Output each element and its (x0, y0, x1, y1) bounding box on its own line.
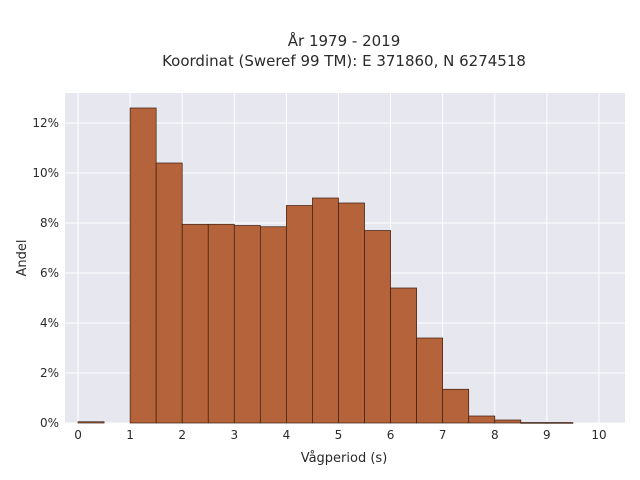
bar-0 (77, 421, 105, 424)
y-tick-label-5: 10% (32, 166, 59, 180)
bar-13 (416, 337, 444, 424)
y-tick-label-1: 2% (40, 366, 59, 380)
bar-8 (286, 205, 313, 424)
x-tick-label-8: 8 (491, 428, 499, 442)
bar-12 (390, 287, 417, 424)
x-tick-label-5: 5 (335, 428, 343, 442)
x-tick-label-4: 4 (283, 428, 291, 442)
x-tick-label-9: 9 (543, 428, 551, 442)
bar-3 (155, 162, 183, 424)
bar-7 (259, 226, 287, 424)
y-tick-labels: 0% 2% 4% 6% 8% 10% 12% (32, 116, 59, 430)
x-tick-label-10: 10 (591, 428, 606, 442)
x-tick-label-6: 6 (387, 428, 395, 442)
bar-5 (207, 223, 235, 424)
y-tick-label-2: 4% (40, 316, 59, 330)
y-tick-label-3: 6% (40, 266, 59, 280)
y-tick-label-6: 12% (32, 116, 59, 130)
bar-10 (338, 202, 365, 424)
bar-18 (546, 422, 574, 424)
y-axis-title: Andel (15, 240, 30, 277)
bar-17 (520, 422, 548, 424)
x-tick-label-1: 1 (126, 428, 134, 442)
bars-group (77, 107, 574, 424)
y-tick-label-0: 0% (40, 416, 59, 430)
x-tick-label-3: 3 (230, 428, 238, 442)
x-tick-label-7: 7 (439, 428, 447, 442)
x-tick-label-2: 2 (178, 428, 186, 442)
bar-6 (233, 225, 261, 424)
bar-2 (129, 107, 157, 424)
y-tick-label-4: 8% (40, 216, 59, 230)
x-axis-title: Vågperiod (s) (301, 451, 388, 466)
x-tick-labels: 0 1 2 3 4 5 6 7 8 9 10 (74, 428, 606, 442)
bar-14 (442, 388, 470, 424)
x-tick-label-0: 0 (74, 428, 82, 442)
chart-title-line-2: Koordinat (Sweref 99 TM): E 371860, N 62… (162, 52, 526, 70)
bar-9 (312, 197, 339, 424)
bar-15 (468, 415, 496, 424)
bar-4 (181, 223, 209, 424)
bar-11 (364, 230, 391, 424)
chart-title-line-1: År 1979 - 2019 (288, 31, 401, 50)
bar-16 (494, 419, 522, 424)
